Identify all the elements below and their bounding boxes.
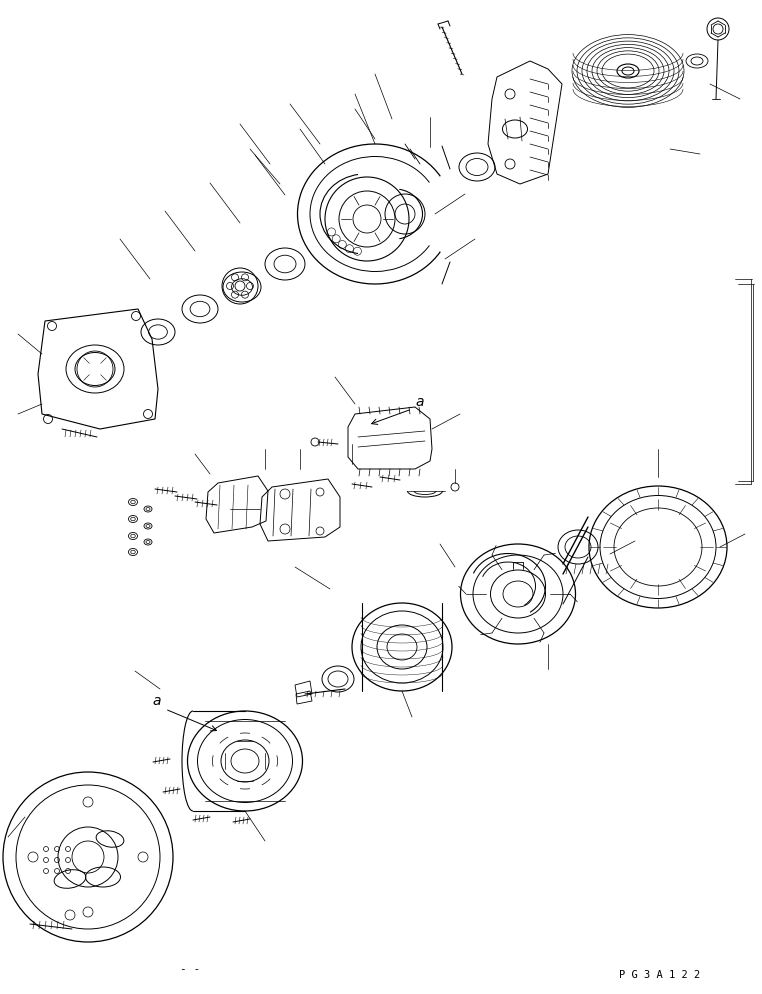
Text: a: a: [415, 395, 424, 409]
Text: a: a: [152, 693, 161, 708]
Text: - -: - -: [180, 963, 200, 973]
Text: P G 3 A 1 2 2: P G 3 A 1 2 2: [619, 969, 700, 979]
